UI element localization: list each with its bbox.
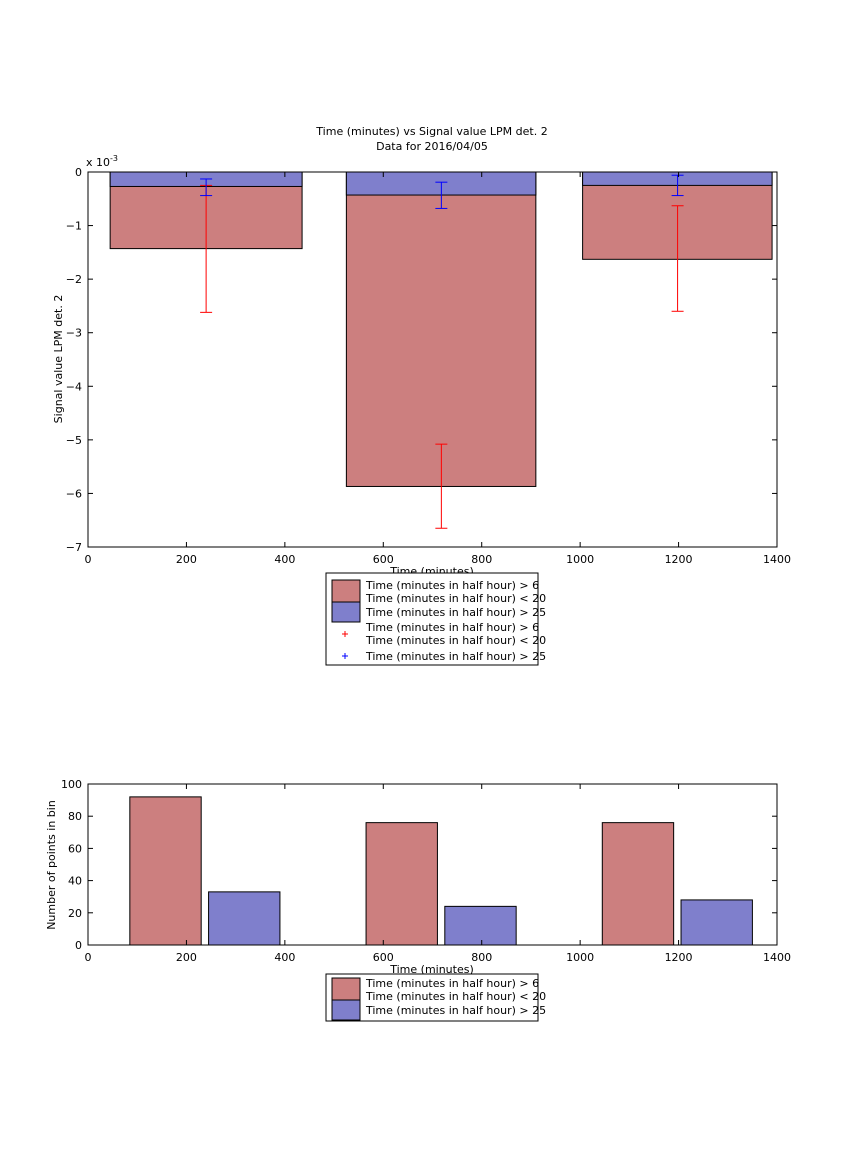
bottom-bar-series1-bin0 (208, 891, 281, 946)
top-x-tick-label: 0 (85, 553, 92, 566)
top-y-tick-label: −3 (66, 327, 82, 340)
bottom-legend: Time (minutes in half hour) > 6 Time (mi… (325, 973, 546, 1022)
bottom-bar-series1-bin2 (680, 899, 753, 946)
bottom-bar-series0-bin2 (601, 822, 675, 946)
top-x-tick-label: 800 (471, 553, 492, 566)
bottom-y-tick-label: 0 (75, 939, 82, 952)
bottom-y-tick-label: 60 (68, 842, 82, 855)
top-bars (109, 171, 773, 487)
bottom-y-ticks: 0 20 40 60 80 100 (61, 778, 777, 952)
bottom-y-tick-label: 100 (61, 778, 82, 791)
bottom-legend-label-red-bar-line2: Time (minutes in half hour) < 20 (365, 990, 546, 1003)
bottom-x-tick-label: 1000 (566, 951, 594, 964)
top-bar-series0-bin1 (345, 171, 537, 487)
top-error-bars (200, 174, 684, 529)
top-y-tick-label: −2 (66, 273, 82, 286)
top-error-bar-series0-bin2 (671, 205, 684, 312)
top-y-tick-label: −1 (66, 220, 82, 233)
top-legend-marker-blue-error (342, 653, 348, 659)
top-x-tick-label: 200 (176, 553, 197, 566)
top-legend: Time (minutes in half hour) > 6 Time (mi… (325, 572, 546, 666)
top-axes-box (87, 171, 778, 548)
bottom-x-tick-label: 600 (373, 951, 394, 964)
top-x-ticks: 0 200 400 600 800 1000 1200 1400 (85, 172, 791, 566)
top-legend-box (325, 572, 539, 666)
top-error-bar-series1-bin0 (200, 178, 213, 197)
bottom-x-tick-label: 1200 (665, 951, 693, 964)
top-x-tick-label: 400 (274, 553, 295, 566)
top-x-tick-label: 1000 (566, 553, 594, 566)
chart-subtitle: Data for 2016/04/05 (376, 140, 488, 153)
bottom-x-tick-label: 1400 (763, 951, 791, 964)
bottom-legend-swatch-red-bar (331, 977, 361, 1001)
top-y-tick-label: −6 (66, 487, 82, 500)
bottom-chart: 0 200 400 600 800 1000 1200 1400 0 20 40 60 80 100 T… (45, 778, 791, 1022)
bottom-bar-series1-bin1 (444, 905, 517, 946)
top-x-tick-label: 1200 (665, 553, 693, 566)
top-y-tick-label: −7 (66, 541, 82, 554)
top-error-bar-series1-bin2 (671, 174, 684, 197)
bottom-bar-series0-bin0 (129, 796, 202, 946)
bottom-x-tick-label: 800 (471, 951, 492, 964)
bottom-x-tick-label: 0 (85, 951, 92, 964)
bottom-legend-label-blue-bar: Time (minutes in half hour) > 25 (365, 1004, 546, 1017)
top-y-axis-label: Signal value LPM det. 2 (52, 295, 65, 424)
top-legend-label-red-error-line2: Time (minutes in half hour) < 20 (365, 634, 546, 647)
top-y-ticks: 0 −1 −2 −3 −4 −5 −6 −7 (66, 166, 777, 554)
top-x-tick-label: 1400 (763, 553, 791, 566)
chart-title: Time (minutes) vs Signal value LPM det. … (315, 125, 547, 138)
bottom-legend-swatch-blue-bar (331, 999, 361, 1021)
top-legend-label-red-bar-line1: Time (minutes in half hour) > 6 (365, 579, 539, 592)
bottom-x-axis-label: Time (minutes) (389, 963, 474, 976)
bottom-legend-label-red-bar-line1: Time (minutes in half hour) > 6 (365, 977, 539, 990)
bottom-x-ticks: 0 200 400 600 800 1000 1200 1400 (85, 784, 791, 964)
top-y-tick-label: 0 (75, 166, 82, 179)
bottom-legend-box (325, 973, 539, 1022)
bottom-y-axis-label: Number of points in bin (45, 800, 58, 930)
top-y-tick-label: −5 (66, 434, 82, 447)
bottom-bar-series0-bin1 (365, 822, 438, 946)
top-chart: Time (minutes) vs Signal value LPM det. … (52, 125, 791, 666)
top-legend-swatch-red-bar (331, 579, 361, 603)
top-legend-label-red-error-line1: Time (minutes in half hour) > 6 (365, 621, 539, 634)
top-error-bar-series0-bin1 (435, 443, 448, 529)
top-error-bar-series1-bin1 (435, 181, 448, 209)
top-legend-label-red-bar-line2: Time (minutes in half hour) < 20 (365, 592, 546, 605)
top-y-tick-label: −4 (66, 380, 82, 393)
bottom-axes-box (87, 783, 778, 946)
bottom-y-tick-label: 40 (68, 875, 82, 888)
top-legend-swatch-blue-bar (331, 601, 361, 623)
bottom-x-tick-label: 400 (274, 951, 295, 964)
bottom-y-tick-label: 20 (68, 907, 82, 920)
top-x-tick-label: 600 (373, 553, 394, 566)
top-legend-label-blue-error: Time (minutes in half hour) > 25 (365, 650, 546, 663)
y-exponent-label: x 10-3 (86, 154, 118, 169)
top-legend-label-blue-bar: Time (minutes in half hour) > 25 (365, 606, 546, 619)
bottom-x-tick-label: 200 (176, 951, 197, 964)
bottom-y-tick-label: 80 (68, 810, 82, 823)
bottom-bars (129, 796, 753, 946)
top-legend-marker-red-error (342, 631, 348, 637)
